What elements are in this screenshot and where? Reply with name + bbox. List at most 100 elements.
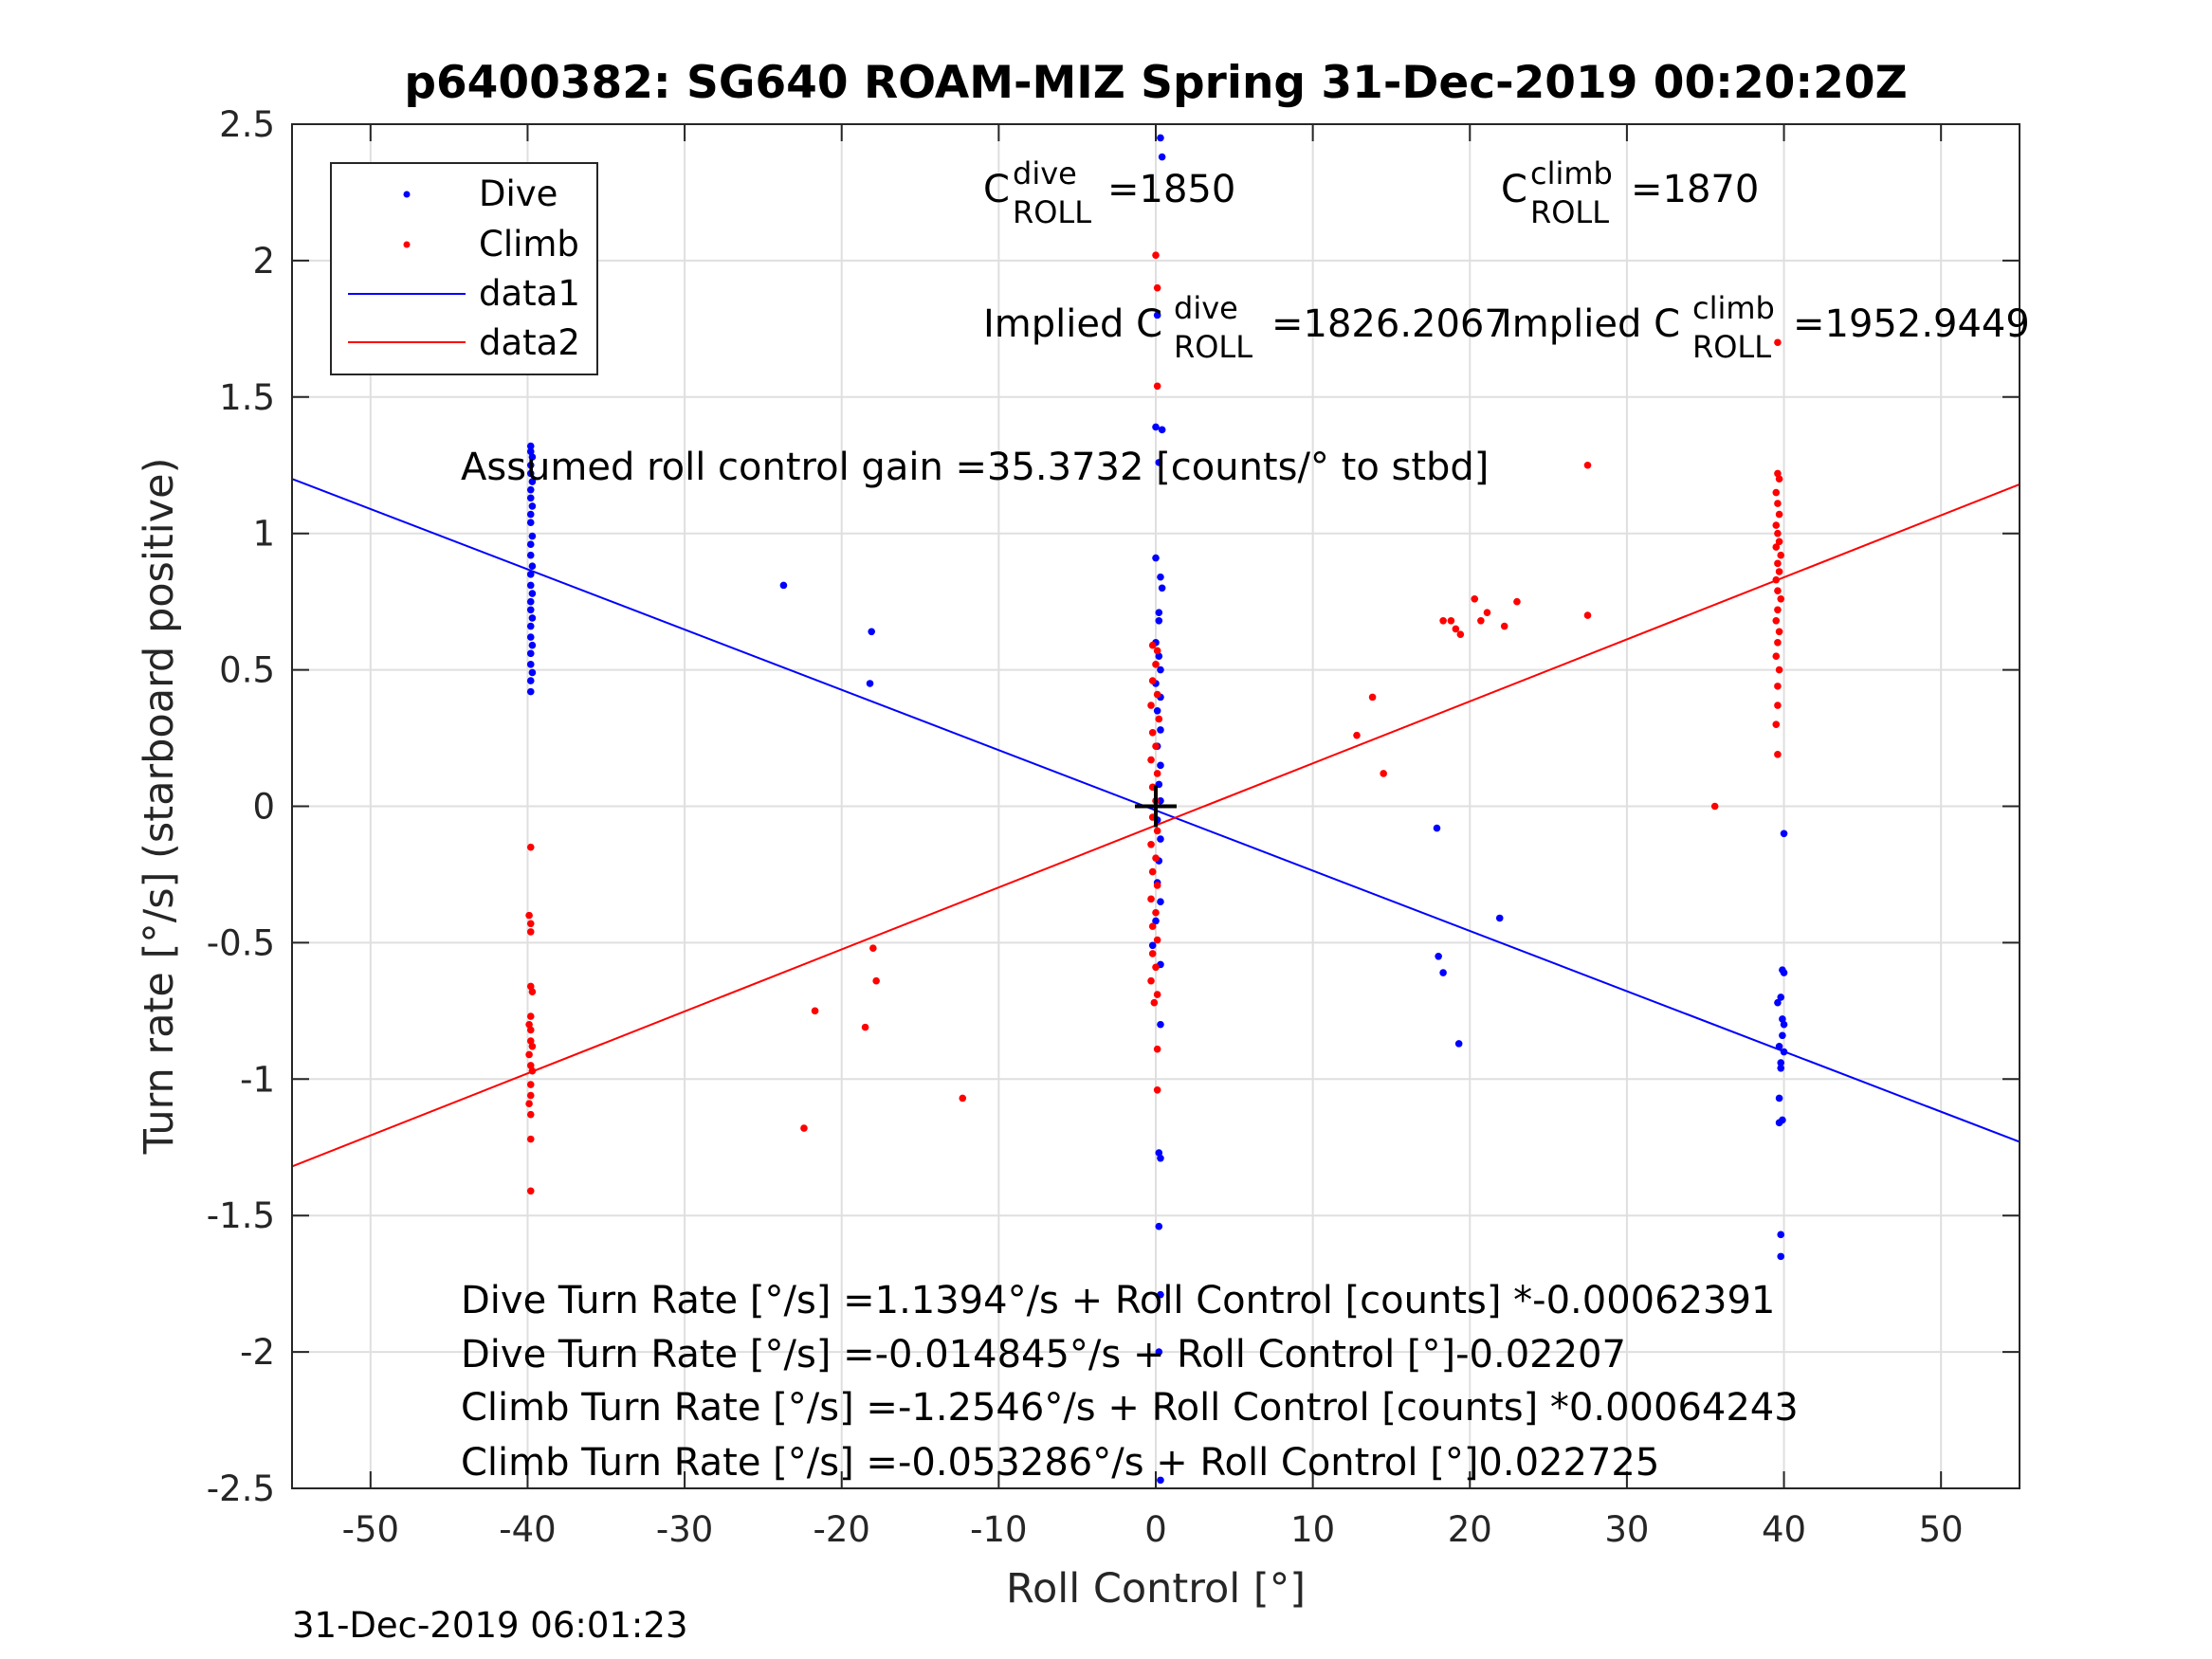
c-dive-sup: dive	[1013, 155, 1077, 191]
dive-point	[1157, 726, 1164, 734]
climb-point	[526, 1187, 535, 1195]
legend-data2-label: data2	[479, 322, 580, 363]
climb-point	[1775, 665, 1783, 674]
climb-point	[1772, 488, 1781, 497]
climb-point	[1471, 594, 1479, 603]
dive-point	[526, 661, 535, 668]
climb-point	[1772, 521, 1781, 529]
implied-dive-prefix: Implied C	[983, 302, 1162, 346]
legend-climb-marker	[403, 241, 411, 248]
climb-point	[1155, 715, 1163, 723]
dive-point	[1777, 994, 1785, 1001]
climb-point	[1153, 382, 1161, 391]
dive-point	[526, 540, 535, 549]
dive-point	[1780, 1020, 1788, 1029]
climb-point	[526, 1081, 535, 1088]
y-tick-label: 0.5	[219, 650, 275, 691]
dive-point	[526, 571, 535, 578]
climb-point	[861, 1023, 869, 1031]
dive-point	[1435, 952, 1442, 960]
climb-point	[872, 976, 880, 985]
climb-point	[1147, 702, 1155, 709]
dive-point	[526, 606, 535, 614]
y-axis-label: Turn rate [°/s] (starboard positive)	[136, 458, 183, 1156]
dive-point	[1158, 426, 1166, 434]
dive-point	[526, 519, 535, 526]
y-tick-label: 2	[252, 241, 275, 282]
dive-point	[526, 494, 535, 502]
c-dive-prefix: C	[983, 168, 1010, 211]
climb-point	[800, 1124, 808, 1132]
legend: Dive Climb data1 data2	[330, 162, 598, 375]
climb-point	[526, 1012, 535, 1020]
implied-climb-value: =1952.9449	[1793, 302, 2030, 346]
climb-point	[1439, 616, 1447, 625]
implied-dive-sub: ROLL	[1174, 329, 1252, 365]
c-dive-sub: ROLL	[1013, 194, 1091, 230]
annotation-implied-dive: Implied C dive ROLL =1826.2067	[983, 290, 1508, 365]
dive-point	[1157, 134, 1164, 142]
climb-point	[1152, 661, 1160, 668]
climb-point	[1153, 991, 1161, 998]
footer-timestamp: 31-Dec-2019 06:01:23	[292, 1605, 687, 1646]
y-tick-label: 0	[252, 787, 275, 828]
dive-point	[1495, 914, 1504, 922]
climb-point	[1152, 908, 1160, 917]
x-tick-label: 10	[1290, 1509, 1335, 1550]
x-tick-label: -30	[656, 1509, 713, 1550]
dive-point	[526, 469, 535, 478]
x-tick-label: 30	[1604, 1509, 1649, 1550]
dive-point	[1157, 761, 1164, 770]
climb-point	[1148, 922, 1157, 930]
dive-point	[1777, 1231, 1785, 1239]
annotation-implied-climb: Implied C climb ROLL =1952.9449	[1501, 290, 2030, 365]
dive-point	[1157, 1290, 1164, 1299]
dive-point	[866, 680, 874, 687]
climb-point	[1772, 720, 1781, 728]
climb-point	[1774, 338, 1782, 347]
climb-point	[1153, 283, 1161, 292]
axis-ticks: -50 -40 -30 -20 -10 0 10 20 30 40 50 2.5 2 1.5 1 0.5 0 -0…	[207, 104, 2020, 1550]
dive-point	[779, 581, 788, 590]
climb-point	[1772, 652, 1781, 661]
annotation-c-climb: C climb ROLL =1870	[1501, 155, 1759, 230]
climb-point	[1148, 867, 1157, 876]
y-tick-label: -1	[240, 1059, 275, 1100]
climb-point	[1772, 575, 1781, 584]
dive-point	[528, 453, 537, 461]
dive-point	[1779, 1015, 1786, 1023]
climb-point	[1148, 677, 1157, 684]
dive-point	[526, 581, 535, 590]
climb-point	[526, 1110, 535, 1119]
data-points	[525, 134, 1788, 1485]
dive-point	[526, 510, 535, 519]
climb-point	[1583, 611, 1592, 619]
annotation-climb-counts: Climb Turn Rate [°/s] =-1.2546°/s + Roll…	[461, 1386, 1799, 1430]
climb-point	[1774, 529, 1782, 538]
c-climb-sub: ROLL	[1530, 194, 1609, 230]
climb-point	[1153, 1086, 1161, 1094]
legend-dive-label: Dive	[479, 173, 558, 214]
climb-point	[1153, 647, 1161, 655]
c-dive-value: =1850	[1107, 168, 1235, 211]
y-tick-label: -2	[240, 1332, 275, 1373]
climb-point	[1513, 597, 1521, 606]
annotation-climb-deg: Climb Turn Rate [°/s] =-0.053286°/s + Ro…	[461, 1441, 1659, 1485]
climb-point	[526, 1037, 535, 1045]
dive-point	[1775, 1119, 1783, 1127]
dive-point	[1155, 1149, 1163, 1157]
dive-point	[1439, 969, 1447, 976]
climb-point	[1483, 609, 1491, 616]
climb-point	[1153, 1045, 1161, 1053]
climb-point	[526, 1091, 535, 1100]
climb-point	[869, 944, 877, 952]
legend-box	[330, 162, 598, 375]
dive-point	[1157, 898, 1164, 906]
y-tick-label: -2.5	[207, 1468, 275, 1509]
climb-point	[1775, 538, 1783, 546]
climb-point	[1775, 568, 1783, 575]
dive-point	[526, 447, 535, 456]
climb-point	[1774, 606, 1782, 614]
dive-point	[1155, 616, 1163, 625]
dive-point	[528, 562, 537, 571]
